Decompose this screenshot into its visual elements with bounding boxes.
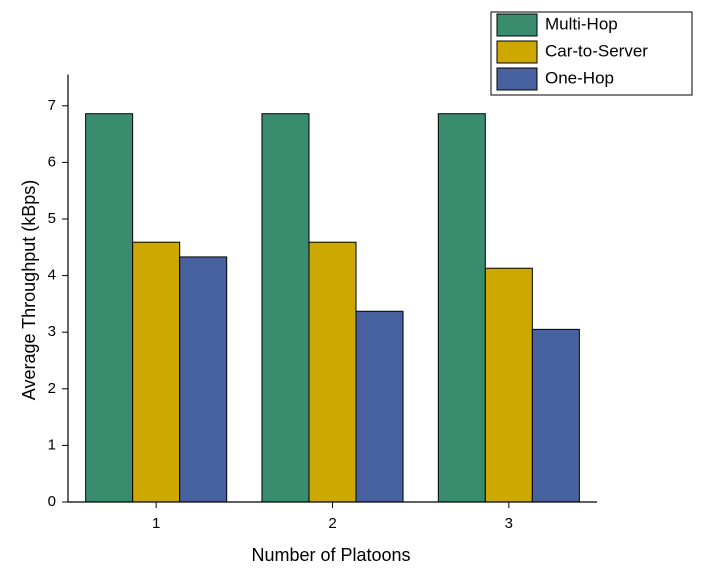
x-tick-label: 3 <box>505 515 513 532</box>
legend-label: One-Hop <box>545 68 614 87</box>
legend-swatch <box>496 13 538 37</box>
y-axis-label: Average Throughput (kBps) <box>19 180 39 400</box>
y-tick-label: 2 <box>48 380 56 397</box>
x-axis-label: Number of Platoons <box>251 545 410 565</box>
bar <box>308 241 357 503</box>
bar <box>355 310 404 503</box>
bar <box>261 113 310 503</box>
x-tick-label: 2 <box>328 515 336 532</box>
y-tick-label: 7 <box>48 97 56 114</box>
bar <box>484 267 533 503</box>
bar <box>85 113 134 503</box>
y-tick-label: 4 <box>48 267 56 284</box>
legend-label: Car-to-Server <box>545 41 648 60</box>
y-tick-label: 6 <box>48 153 56 170</box>
bar <box>531 328 580 503</box>
y-tick-label: 3 <box>48 323 56 340</box>
x-tick-label: 1 <box>152 515 160 532</box>
legend-swatch <box>496 40 538 64</box>
legend-swatch <box>496 67 538 91</box>
bar <box>179 256 228 503</box>
bar <box>437 113 486 503</box>
bar <box>132 241 181 503</box>
y-tick-label: 5 <box>48 210 56 227</box>
y-tick-label: 1 <box>48 436 56 453</box>
legend-label: Multi-Hop <box>545 14 618 33</box>
y-tick-label: 0 <box>48 493 56 510</box>
